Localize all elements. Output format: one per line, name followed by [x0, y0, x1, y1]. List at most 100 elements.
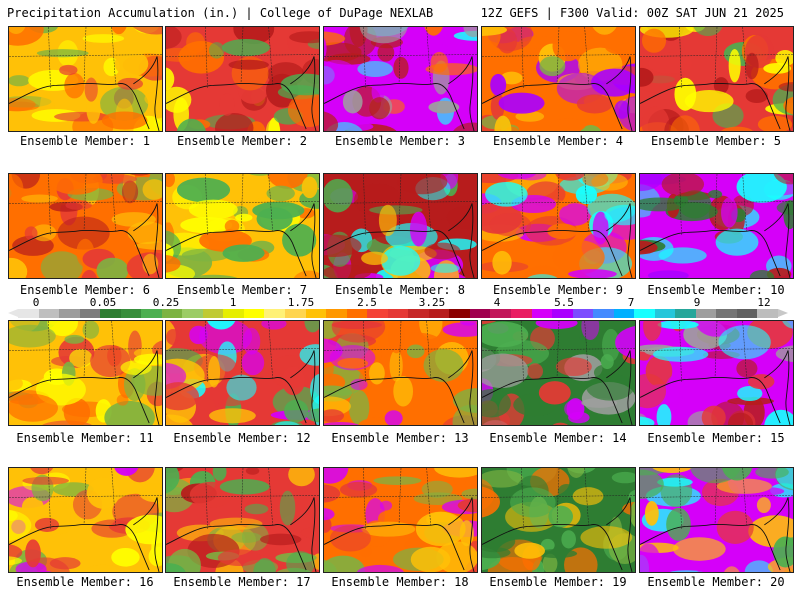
precip-contour: [527, 363, 544, 380]
ensemble-member-label: Ensemble Member: 8: [334, 283, 466, 297]
precip-contour: [166, 205, 188, 223]
precip-contour: [369, 205, 423, 215]
precip-contour: [101, 111, 148, 130]
ensemble-map-1: [8, 26, 163, 132]
precip-contour: [600, 354, 614, 370]
precip-contour: [121, 180, 139, 204]
precip-contour: [539, 56, 566, 77]
precip-contour: [641, 106, 670, 131]
map-title: Precipitation Accumulation (in.) | Colle…: [7, 6, 434, 20]
coastline: [9, 82, 150, 130]
precip-contour: [561, 530, 576, 549]
precip-contour: [657, 477, 693, 487]
ensemble-member-label: Ensemble Member: 9: [492, 283, 624, 297]
precip-contour: [176, 177, 231, 203]
precip-contour: [550, 118, 586, 131]
state-borders: [640, 468, 793, 529]
coastline: [324, 82, 465, 130]
precip-contour: [542, 553, 558, 572]
precip-contour: [393, 375, 414, 407]
model-run-info: 12Z GEFS | F300 Valid: 00Z SAT JUN 21 20…: [480, 6, 784, 20]
precip-contour: [235, 213, 253, 222]
state-borders: [482, 468, 635, 529]
precip-contour: [778, 82, 793, 92]
colorbar: [8, 309, 788, 318]
colorbar-swatch: [141, 309, 163, 318]
ensemble-map-8: [323, 173, 478, 279]
precip-contour: [547, 223, 578, 240]
precip-contour: [9, 27, 26, 34]
florida-outline: [606, 350, 633, 425]
precip-contour: [288, 468, 315, 487]
precip-contour: [361, 521, 416, 537]
precip-contour: [611, 471, 635, 484]
precip-contour: [242, 327, 261, 355]
precip-contour: [64, 72, 85, 99]
colorbar-swatch: [100, 309, 122, 318]
precip-contour: [658, 247, 707, 264]
precip-contour: [306, 408, 319, 423]
precip-contour: [301, 176, 318, 199]
precip-contour: [330, 525, 371, 552]
florida-outline: [133, 203, 160, 278]
precip-contour: [381, 246, 421, 276]
precip-contour: [96, 257, 129, 278]
state-borders: [640, 27, 793, 88]
precip-contour: [713, 77, 729, 94]
ensemble-map-2: [165, 26, 320, 132]
precip-contour: [614, 100, 631, 119]
precip-contour: [57, 216, 110, 250]
colorbar-tick-label: 4: [493, 296, 501, 309]
colorbar-swatch: [613, 309, 635, 318]
precip-contour: [30, 468, 54, 475]
coastline: [166, 82, 307, 130]
precip-contour: [342, 90, 363, 114]
precip-contour: [379, 500, 393, 511]
precip-contour: [359, 27, 408, 44]
ensemble-member-label: Ensemble Member: 3: [334, 134, 466, 148]
precip-contour: [357, 61, 393, 77]
coastline: [482, 229, 623, 277]
precip-contour: [208, 356, 221, 388]
precip-contour: [22, 476, 70, 485]
precip-contour: [21, 496, 44, 517]
precip-contour: [764, 409, 793, 425]
ensemble-map-11: [8, 320, 163, 426]
precip-contour: [222, 244, 265, 262]
precip-contour: [494, 115, 512, 131]
precip-contour: [592, 27, 617, 35]
precip-contour: [9, 257, 28, 278]
precip-contour: [548, 505, 574, 528]
precip-contour: [139, 483, 162, 503]
ensemble-member-label: Ensemble Member: 5: [650, 134, 782, 148]
precip-contour: [377, 43, 395, 62]
precip-contour: [644, 500, 659, 526]
precip-contour: [180, 216, 233, 234]
coastline: [166, 523, 307, 571]
precip-contour: [657, 321, 699, 330]
precip-contour: [299, 344, 319, 366]
precip-contour: [266, 185, 295, 202]
precip-contour: [647, 270, 689, 278]
precip-contour: [281, 366, 305, 396]
colorbar-tick-label: 12: [757, 296, 771, 309]
precip-contour: [9, 544, 23, 561]
florida-outline: [764, 56, 791, 131]
precip-contour: [661, 174, 705, 197]
precip-contour: [231, 532, 262, 543]
precip-contour: [773, 174, 793, 185]
precip-contour: [514, 542, 545, 559]
precip-contour: [181, 248, 231, 262]
precip-contour: [133, 27, 162, 35]
ensemble-map-13: [323, 320, 478, 426]
precip-contour: [656, 404, 672, 425]
ensemble-member-label: Ensemble Member: 18: [331, 575, 469, 589]
precip-contour: [708, 189, 723, 199]
precip-contour: [522, 265, 565, 278]
precip-contour: [669, 570, 704, 572]
precip-contour: [300, 525, 319, 540]
state-borders: [640, 174, 793, 235]
precip-contour: [289, 31, 319, 44]
precip-contour: [482, 469, 524, 488]
colorbar-tick-label: 9: [693, 296, 701, 309]
